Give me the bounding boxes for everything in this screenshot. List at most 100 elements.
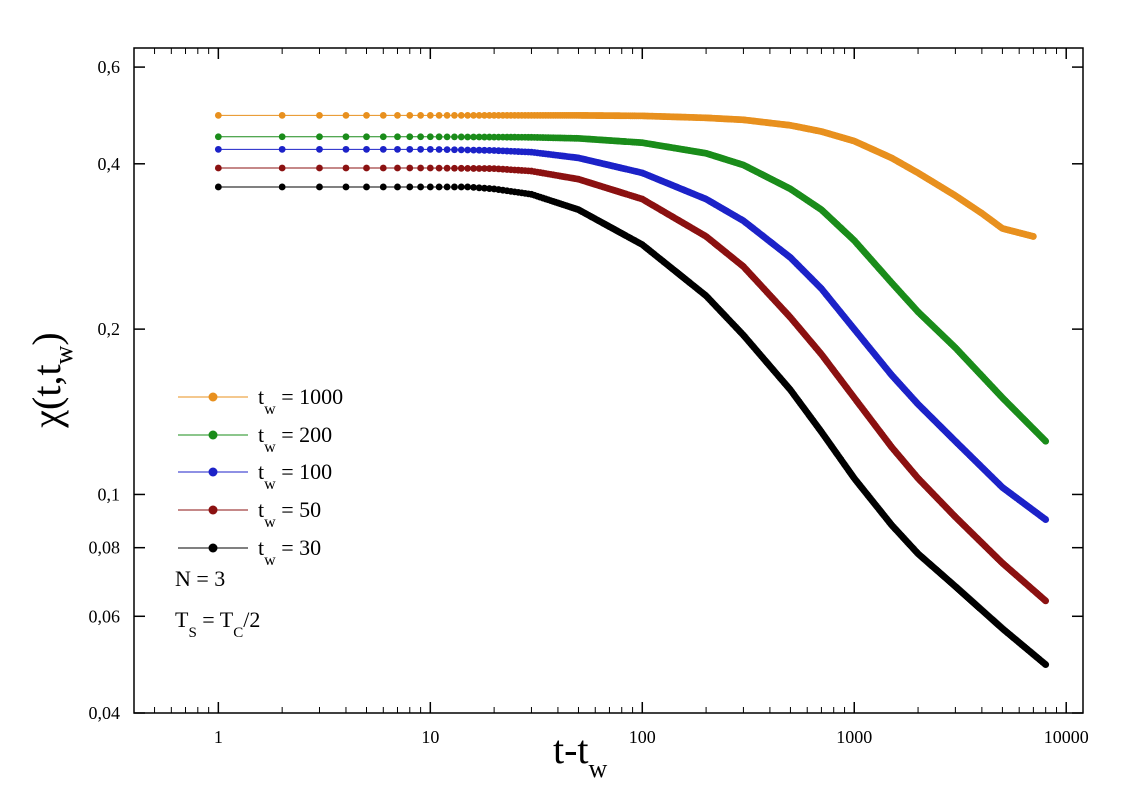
y-axis-title-sub: w (49, 345, 78, 364)
data-point (435, 164, 443, 172)
data-point (342, 145, 350, 153)
data-point (481, 133, 488, 141)
data-point (464, 146, 472, 154)
data-point (278, 133, 286, 141)
y-axis-title-main: χ(t,t (24, 364, 69, 428)
data-point (435, 183, 443, 191)
data-point (394, 133, 401, 141)
data-point (417, 112, 425, 119)
x-tick-label: 10 (421, 727, 439, 747)
data-point (316, 145, 323, 153)
legend-marker (208, 505, 218, 515)
data-point (426, 133, 434, 141)
data-point (486, 112, 493, 119)
data-point (214, 164, 222, 172)
data-point (379, 164, 387, 172)
data-point (278, 145, 286, 153)
series-line-tw-30 (218, 186, 1047, 665)
x-axis-title: t-tw (553, 727, 608, 783)
data-point (451, 133, 458, 141)
data-point (406, 164, 414, 172)
data-point (394, 112, 401, 119)
data-point (435, 112, 443, 119)
series-tw-30 (214, 183, 1050, 668)
data-point (470, 184, 477, 191)
data-point (278, 112, 286, 119)
data-point (316, 164, 323, 172)
data-point (475, 165, 483, 172)
data-point (1042, 597, 1050, 605)
legend-item-tw-100: tw = 100 (178, 459, 332, 493)
data-point (342, 133, 350, 141)
data-point (435, 146, 443, 153)
axis-ticks: 1 10 100 1000 10000 0,04 0,06 0,08 0,1 0,2 0,4 0,6 (89, 48, 1089, 747)
data-point (363, 145, 370, 153)
data-point (278, 183, 286, 191)
series-tw-1000 (214, 112, 1037, 240)
y-tick-label: 0,08 (89, 538, 121, 558)
series-tw-50 (214, 164, 1050, 605)
data-point (443, 133, 451, 141)
x-tick-label: 100 (629, 727, 656, 747)
data-point (214, 183, 222, 191)
data-point (426, 112, 434, 119)
data-point (451, 112, 458, 119)
data-point (406, 133, 414, 141)
data-point (470, 146, 477, 154)
data-point (1029, 233, 1037, 240)
legend-item-tw-200: tw = 200 (178, 422, 332, 456)
data-point (457, 112, 465, 119)
data-point (451, 183, 458, 191)
legend-label: tw = 30 (258, 535, 321, 569)
data-point (486, 165, 493, 172)
data-point (426, 183, 434, 191)
data-point (394, 164, 401, 172)
data-point (214, 112, 222, 119)
data-point (214, 133, 222, 141)
data-point (417, 145, 425, 153)
data-point (363, 112, 370, 119)
legend-label: tw = 100 (258, 459, 332, 493)
x-tick-label: 1 (214, 727, 223, 747)
series-tw-100 (214, 145, 1050, 523)
y-axis-title-close: ) (24, 332, 69, 345)
data-point (481, 165, 488, 172)
legend-marker (208, 467, 218, 477)
data-point (470, 133, 477, 141)
data-point (1042, 516, 1050, 523)
data-point (443, 164, 451, 172)
data-point (464, 183, 472, 191)
data-point (379, 112, 387, 119)
data-point (417, 183, 425, 191)
y-tick-label: 0,04 (89, 703, 121, 723)
x-tick-label: 10000 (1044, 727, 1089, 747)
y-tick-label: 0,1 (98, 484, 121, 504)
data-point (417, 164, 425, 172)
data-point (406, 183, 414, 191)
data-point (475, 146, 483, 154)
data-point (457, 146, 465, 154)
data-point (406, 145, 414, 153)
annotation-ts: TS = TC/2 (175, 607, 260, 641)
data-point (316, 133, 323, 141)
x-axis-title-main: t-t (553, 727, 589, 772)
y-tick-label: 0,06 (89, 606, 121, 626)
y-axis-title: χ(t,tw) (24, 332, 78, 428)
x-axis-title-sub: w (589, 754, 608, 783)
data-point (481, 112, 488, 119)
series-layer (214, 112, 1050, 668)
data-point (443, 112, 451, 119)
data-point (379, 145, 387, 153)
data-point (481, 184, 488, 192)
data-point (426, 164, 434, 172)
legend-label: tw = 200 (258, 422, 332, 456)
y-tick-label: 0,4 (98, 154, 121, 174)
data-point (457, 183, 465, 191)
data-point (464, 112, 472, 119)
data-point (316, 183, 323, 191)
data-point (1042, 437, 1050, 445)
data-point (443, 146, 451, 154)
data-point (464, 164, 472, 172)
